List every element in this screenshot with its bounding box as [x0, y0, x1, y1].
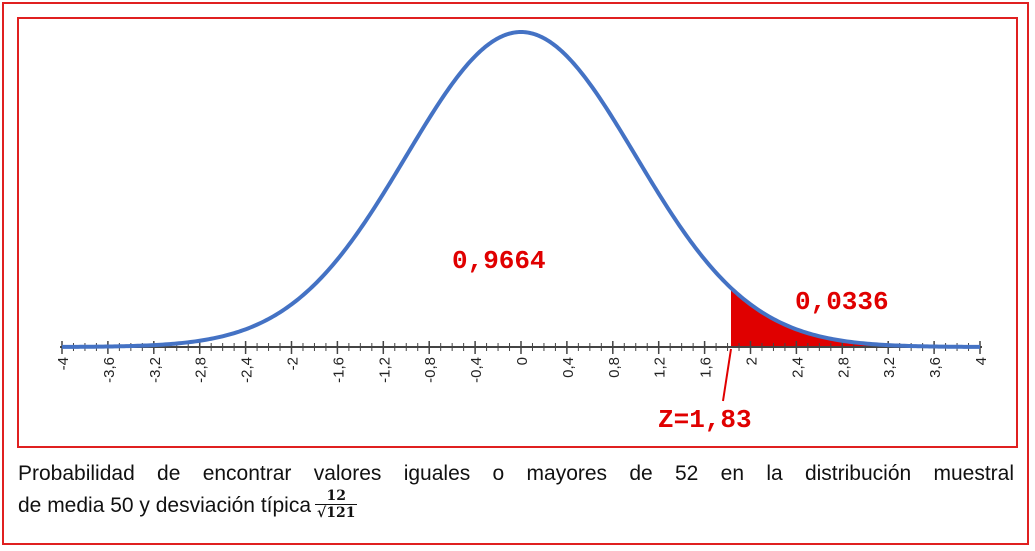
x-tick-label: -0,4	[468, 357, 485, 383]
caption-fraction: 12 √121	[315, 488, 358, 521]
normal-distribution-chart: -4 -3,6 -3,2 -2,8 -2,4 -2 -1,6 -1,2 -0,8 -0,4 0 0,4…	[55, 30, 990, 435]
figure-caption: Probabilidad de encontrar valores iguale…	[18, 458, 1014, 523]
x-tick-label: 4	[973, 357, 990, 365]
caption-line-1: Probabilidad de encontrar valores iguale…	[18, 462, 1014, 485]
chart-frame	[17, 17, 1018, 448]
x-tick-label: -2	[285, 357, 302, 370]
x-tick-label: 0,4	[560, 357, 577, 378]
caption-line-2: de media 50 y desviación típica 12 √121	[18, 488, 1014, 523]
x-tick-label: -4	[55, 357, 72, 370]
fraction-numerator: 12	[315, 488, 358, 505]
x-tick-label: -3,6	[101, 357, 118, 383]
x-tick-label: -3,2	[147, 357, 164, 383]
x-tick-label: -0,8	[422, 357, 439, 383]
x-tick-label: 1,6	[698, 357, 715, 378]
x-tick-label: 0,8	[606, 357, 623, 378]
z-value-label: Z=1,83	[658, 405, 752, 435]
fraction-denominator: √121	[317, 505, 356, 521]
z-pointer-line	[722, 348, 732, 402]
x-tick-label: -1,2	[376, 357, 393, 383]
density-curve	[62, 30, 980, 349]
shaded-tail-area	[730, 287, 980, 347]
x-tick-label: 3,2	[881, 357, 898, 378]
x-tick-label: -1,6	[330, 357, 347, 383]
x-tick-label: 2,4	[789, 357, 806, 378]
area-right-label: 0,0336	[795, 287, 889, 317]
x-tick-label: -2,8	[193, 357, 210, 383]
caption-line-2-text: de media 50 y desviación típica	[18, 494, 312, 518]
x-tick-label: -2,4	[239, 357, 256, 383]
x-tick-label: 1,2	[652, 357, 669, 378]
area-left-label: 0,9664	[452, 246, 546, 276]
x-tick-label: 2	[744, 357, 761, 365]
x-tick-label: 2,8	[835, 357, 852, 378]
x-tick-label: 0	[514, 357, 531, 365]
x-tick-label: 3,6	[927, 357, 944, 378]
